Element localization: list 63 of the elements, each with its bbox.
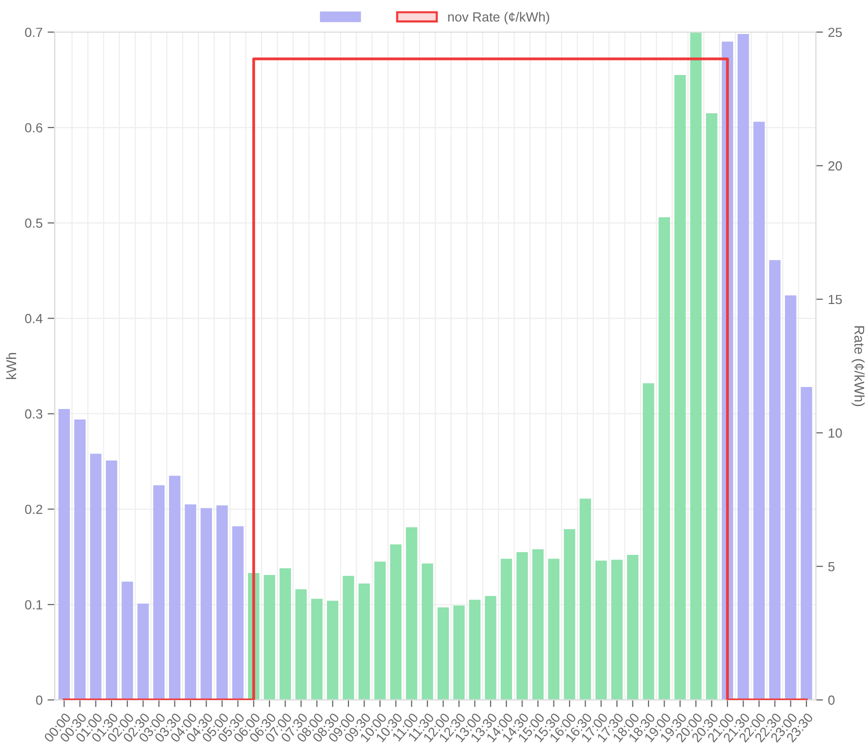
y2-tick-label: 20 (828, 161, 842, 171)
bar (358, 584, 370, 700)
bar (342, 576, 354, 700)
bar (548, 558, 560, 700)
y-tick-label: 0.3 (25, 409, 42, 419)
bar (58, 408, 70, 700)
bar (753, 122, 765, 700)
bar (674, 75, 686, 700)
bar (74, 419, 86, 700)
y2-tick-label: 10 (828, 428, 842, 438)
y2-tick-label: 0 (828, 696, 835, 705)
bar (469, 600, 480, 700)
bar (184, 504, 196, 700)
bar (800, 387, 812, 700)
bar (90, 454, 102, 700)
y2-tick-label: 5 (828, 562, 835, 572)
bar (516, 552, 528, 700)
bar (232, 526, 244, 700)
bar (564, 529, 576, 700)
bar (453, 605, 465, 700)
y-tick-label: 0.7 (25, 28, 42, 38)
bar (390, 544, 402, 700)
bar (769, 260, 781, 700)
y-tick-label: 0.6 (25, 123, 42, 132)
bar (137, 604, 149, 700)
y-tick-label: 0.1 (25, 600, 42, 610)
y-tick-label: 0.2 (25, 504, 42, 514)
y-tick-label: 0.4 (25, 314, 42, 324)
bar (484, 596, 496, 700)
bar (422, 564, 434, 700)
bar (122, 582, 134, 700)
bar (406, 527, 418, 700)
bar (738, 34, 749, 700)
bar (106, 460, 118, 700)
bar (690, 32, 702, 700)
y-tick-label: 0 (36, 696, 42, 705)
bar (326, 600, 338, 700)
bar (784, 295, 796, 700)
bar (611, 560, 623, 700)
y-axis-title: kWh (6, 353, 16, 379)
bar (311, 598, 323, 700)
bar (153, 485, 165, 700)
bar (658, 217, 670, 700)
bar (169, 476, 180, 700)
y2-axis-title: Rate (¢/kWh) (852, 326, 865, 406)
y-tick-label: 0.5 (25, 218, 42, 228)
bar (706, 113, 718, 700)
bar (374, 562, 386, 700)
bar (200, 508, 212, 700)
bar (627, 554, 638, 700)
legend-label: nov Rate (¢/kWh) (448, 12, 550, 24)
bar (264, 574, 276, 700)
bar (642, 383, 654, 700)
bar (532, 549, 544, 700)
bar (595, 560, 607, 700)
bar (295, 589, 307, 700)
bar (280, 568, 291, 700)
bar (438, 607, 449, 700)
y2-tick-label: 15 (828, 294, 842, 304)
bar (580, 498, 592, 700)
bar (500, 558, 512, 700)
y2-tick-label: 25 (828, 28, 842, 38)
bar (216, 505, 228, 700)
